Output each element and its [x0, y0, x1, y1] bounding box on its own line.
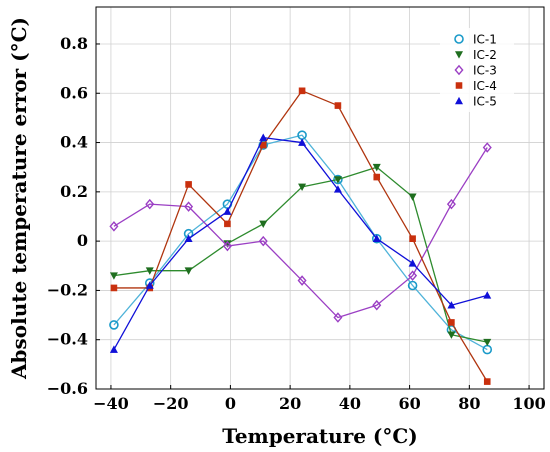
data-point: [259, 220, 268, 229]
x-axis-title: Temperature (°C): [222, 424, 418, 448]
data-point: [298, 138, 307, 146]
data-point: [407, 280, 418, 291]
data-point: [483, 378, 491, 385]
data-point: [259, 141, 267, 149]
data-point: [408, 259, 417, 267]
data-point: [448, 319, 455, 326]
data-point: [483, 338, 492, 347]
x-tick-label: 40: [339, 394, 361, 413]
series-layer: [109, 87, 493, 385]
data-point: [109, 272, 118, 280]
plot-frame: [95, 6, 545, 390]
series-ic-5: [109, 133, 492, 353]
series-line: [113, 90, 488, 382]
x-tick-label: 60: [398, 394, 420, 413]
data-point: [110, 284, 118, 292]
data-point: [223, 207, 232, 215]
data-point: [184, 234, 193, 242]
y-axis-title: Absolute temperature error (°C): [7, 17, 31, 380]
data-point: [109, 345, 118, 353]
data-point: [409, 235, 416, 242]
data-point: [259, 133, 268, 141]
series-line: [113, 166, 488, 343]
legend-item: IC-5: [454, 95, 497, 109]
x-tick-label: 20: [279, 394, 301, 413]
data-point: [298, 183, 307, 192]
series-ic-2: [109, 163, 492, 347]
data-point: [373, 173, 381, 181]
legend-label: IC-4: [473, 79, 497, 93]
data-point: [297, 275, 307, 286]
ticks: −40 −20 0 20 40 60 80 100 −0.6 −0.4 −0.2 0 0.2 0.4 0.6…: [47, 34, 546, 413]
y-tick-label: −0.6: [47, 379, 88, 398]
data-point: [184, 267, 193, 275]
legend-marker: [455, 82, 463, 89]
legend-label: IC-2: [473, 48, 497, 62]
data-point: [372, 163, 381, 172]
data-point: [333, 185, 342, 193]
data-point: [145, 267, 154, 275]
data-point: [372, 234, 381, 242]
legend-marker: [454, 34, 464, 44]
y-tick-label: −0.2: [47, 280, 88, 299]
legend-box: [440, 28, 514, 112]
data-point: [222, 240, 232, 252]
legend-item: IC-3: [454, 64, 497, 78]
legend: IC-1IC-2 IC-3IC-4 IC-5: [440, 28, 514, 112]
data-point: [184, 201, 194, 212]
data-point: [483, 291, 492, 299]
data-point: [109, 320, 119, 330]
series-line: [113, 147, 488, 319]
y-tick-label: 0.2: [60, 182, 88, 201]
data-point: [408, 270, 418, 281]
data-point: [408, 193, 417, 201]
series-ic-4: [110, 87, 491, 385]
data-point: [446, 198, 456, 210]
data-point: [334, 102, 342, 109]
legend-marker: [454, 64, 464, 76]
data-point: [447, 331, 456, 339]
data-point: [482, 142, 492, 153]
legend-label: IC-5: [473, 95, 497, 109]
x-tick-label: 0: [225, 394, 236, 413]
series-line: [113, 136, 488, 350]
data-point: [145, 198, 155, 210]
x-tick-label: −20: [153, 394, 189, 413]
y-tick-label: 0.4: [60, 133, 88, 152]
legend-label: IC-1: [473, 33, 497, 47]
legend-marker: [454, 96, 464, 105]
y-tick-label: −0.4: [47, 330, 88, 349]
data-point: [372, 299, 382, 311]
data-point: [145, 281, 154, 289]
data-point: [224, 220, 231, 228]
data-point: [447, 301, 456, 309]
x-tick-label: 100: [512, 394, 545, 413]
x-tick-label: 80: [458, 394, 480, 413]
data-point: [298, 87, 306, 95]
data-point: [185, 181, 192, 188]
y-tick-label: 0: [77, 231, 88, 250]
data-point: [333, 176, 342, 184]
data-point: [109, 221, 119, 232]
series-line: [113, 134, 488, 351]
y-tick-label: 0.6: [60, 83, 88, 102]
y-tick-label: 0.8: [60, 34, 88, 53]
x-tick-label: −40: [93, 394, 129, 413]
legend-marker: [454, 51, 464, 59]
legend-label: IC-3: [473, 64, 497, 78]
legend-item: IC-4: [455, 79, 497, 93]
data-point: [333, 312, 343, 323]
data-point: [258, 235, 268, 247]
legend-item: IC-2: [454, 48, 497, 62]
series-ic-3: [109, 142, 492, 323]
legend-item: IC-1: [454, 33, 497, 47]
